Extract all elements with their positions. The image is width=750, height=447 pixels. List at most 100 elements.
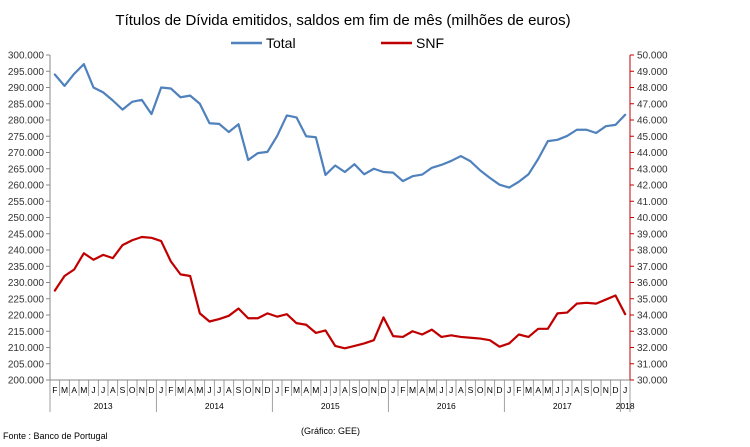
month-label: J bbox=[565, 385, 569, 395]
left-tick-label: 290.000 bbox=[8, 83, 45, 94]
month-label: J bbox=[555, 385, 559, 395]
year-label: 2013 bbox=[94, 401, 113, 411]
month-label: F bbox=[168, 385, 173, 395]
month-label: N bbox=[487, 385, 493, 395]
month-label: J bbox=[207, 385, 211, 395]
month-label: S bbox=[584, 385, 590, 395]
month-label: J bbox=[323, 385, 327, 395]
right-tick-label: 41.000 bbox=[637, 197, 668, 208]
right-tick-label: 47.000 bbox=[637, 99, 668, 110]
series-layer bbox=[53, 62, 627, 350]
month-label: M bbox=[409, 385, 416, 395]
month-label: F bbox=[52, 385, 57, 395]
right-tick-label: 43.000 bbox=[637, 164, 668, 175]
year-label: 2014 bbox=[205, 401, 224, 411]
month-label: O bbox=[477, 385, 484, 395]
month-label: D bbox=[148, 385, 154, 395]
month-label: J bbox=[275, 385, 279, 395]
right-tick-label: 40.000 bbox=[637, 213, 668, 224]
left-tick-label: 220.000 bbox=[8, 311, 45, 322]
month-label: J bbox=[439, 385, 443, 395]
left-tick-label: 245.000 bbox=[8, 229, 45, 240]
month-label: A bbox=[419, 385, 425, 395]
right-tick-label: 32.000 bbox=[637, 343, 668, 354]
right-tick-label: 45.000 bbox=[637, 132, 668, 143]
left-tick-label: 230.000 bbox=[8, 278, 45, 289]
left-tick-label: 255.000 bbox=[8, 197, 45, 208]
year-label: 2016 bbox=[437, 401, 456, 411]
left-axis: 200.000 205.000 210.000 215.000 220.000 225.0… bbox=[8, 51, 51, 387]
left-tick-label: 250.000 bbox=[8, 213, 45, 224]
right-tick-label: 38.000 bbox=[637, 246, 668, 257]
month-label: J bbox=[507, 385, 511, 395]
month-label: J bbox=[159, 385, 163, 395]
month-label: D bbox=[264, 385, 270, 395]
month-label: M bbox=[80, 385, 87, 395]
legend-label-total: Total bbox=[266, 35, 296, 51]
month-label: A bbox=[574, 385, 580, 395]
month-label: J bbox=[91, 385, 95, 395]
month-label: J bbox=[333, 385, 337, 395]
left-tick-label: 205.000 bbox=[8, 359, 45, 370]
legend: Total SNF bbox=[231, 35, 444, 51]
left-tick-label: 215.000 bbox=[8, 327, 45, 338]
month-label: N bbox=[255, 385, 261, 395]
month-label: J bbox=[391, 385, 395, 395]
left-tick-label: 295.000 bbox=[8, 67, 45, 78]
year-label: 2018 bbox=[616, 401, 635, 411]
legend-label-snf: SNF bbox=[416, 35, 444, 51]
month-label: A bbox=[71, 385, 77, 395]
month-label: A bbox=[187, 385, 193, 395]
month-label: O bbox=[361, 385, 368, 395]
right-tick-label: 30.000 bbox=[637, 376, 668, 387]
month-label: N bbox=[603, 385, 609, 395]
month-label: O bbox=[593, 385, 600, 395]
year-label: 2015 bbox=[321, 401, 340, 411]
month-label: F bbox=[284, 385, 289, 395]
month-label: J bbox=[623, 385, 627, 395]
left-tick-label: 260.000 bbox=[8, 181, 45, 192]
month-label: J bbox=[217, 385, 221, 395]
left-tick-label: 210.000 bbox=[8, 343, 45, 354]
month-label: M bbox=[177, 385, 184, 395]
left-tick-label: 300.000 bbox=[8, 51, 45, 62]
month-label: F bbox=[516, 385, 521, 395]
series-line-snf bbox=[53, 235, 627, 350]
right-tick-label: 46.000 bbox=[637, 116, 668, 127]
month-label: A bbox=[342, 385, 348, 395]
month-label: F bbox=[400, 385, 405, 395]
month-label: S bbox=[352, 385, 358, 395]
month-label: O bbox=[129, 385, 136, 395]
month-label: J bbox=[101, 385, 105, 395]
left-tick-label: 280.000 bbox=[8, 116, 45, 127]
month-label: A bbox=[303, 385, 309, 395]
month-label: J bbox=[449, 385, 453, 395]
month-label: D bbox=[496, 385, 502, 395]
month-label: A bbox=[458, 385, 464, 395]
left-tick-label: 275.000 bbox=[8, 132, 45, 143]
month-label: S bbox=[236, 385, 242, 395]
month-label: N bbox=[139, 385, 145, 395]
right-tick-label: 35.000 bbox=[637, 294, 668, 305]
right-tick-label: 39.000 bbox=[637, 229, 668, 240]
series-line-total bbox=[53, 62, 627, 189]
chart-title: Títulos de Dívida emitidos, saldos em fi… bbox=[115, 12, 570, 29]
month-label: M bbox=[312, 385, 319, 395]
year-label: 2017 bbox=[553, 401, 572, 411]
right-tick-label: 44.000 bbox=[637, 148, 668, 159]
month-label: M bbox=[544, 385, 551, 395]
month-label: N bbox=[371, 385, 377, 395]
left-tick-label: 285.000 bbox=[8, 99, 45, 110]
month-label: S bbox=[120, 385, 126, 395]
right-tick-label: 31.000 bbox=[637, 359, 668, 370]
left-tick-label: 235.000 bbox=[8, 262, 45, 273]
left-tick-label: 265.000 bbox=[8, 164, 45, 175]
month-label: S bbox=[468, 385, 474, 395]
month-label: M bbox=[196, 385, 203, 395]
month-label: A bbox=[226, 385, 232, 395]
month-label: M bbox=[525, 385, 532, 395]
right-tick-label: 49.000 bbox=[637, 67, 668, 78]
month-label: A bbox=[110, 385, 116, 395]
